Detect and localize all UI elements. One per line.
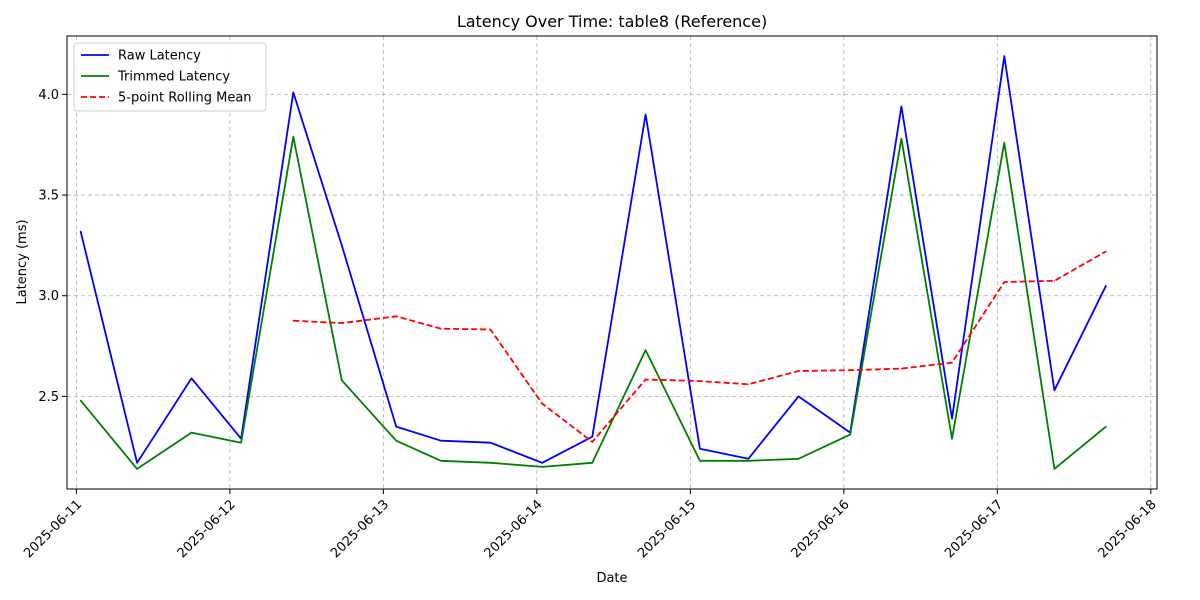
series-2-group [292,250,1107,443]
series-1-group [79,135,1107,470]
x-axis-label: Date [596,571,627,586]
y-axis-label: Latency (ms) [15,219,30,304]
x-tick-label: 2025-06-17 [942,497,1006,561]
grid-lines [67,36,1157,489]
y-tick-label: 2.5 [38,390,59,405]
y-axis-ticks: 2.5 3.0 3.5 4.0 [38,88,67,405]
y-tick-label: 4.0 [38,88,59,103]
x-tick-label: 2025-06-14 [482,497,546,561]
y-tick-label: 3.5 [38,189,59,204]
legend-label: Trimmed Latency [117,70,230,85]
data-point [747,383,750,385]
series-line [79,135,1107,470]
x-tick-label: 2025-06-16 [789,497,853,561]
x-tick-label: 2025-06-18 [1096,497,1160,561]
series-0-group [79,55,1107,464]
y-tick-label: 3.0 [38,289,59,304]
series-line [79,55,1107,464]
x-axis-ticks: 2025-06-11 2025-06-12 2025-06-13 2025-06-14… [21,489,1160,561]
series-lines [79,55,1107,470]
x-tick-label: 2025-06-15 [635,497,699,561]
x-tick-label: 2025-06-12 [175,497,239,561]
legend: Raw Latency Trimmed Latency 5-point Rollin… [73,42,267,112]
legend-box [73,42,267,112]
plot-area-frame [66,35,1158,490]
legend-label: Raw Latency [118,49,201,64]
data-point [1053,280,1055,282]
legend-label: 5-point Rolling Mean [118,91,252,106]
x-tick-label: 2025-06-13 [328,497,392,561]
data-point [900,368,902,370]
series-line [293,250,1107,443]
x-tick-label: 2025-06-11 [21,497,85,561]
chart-title: Latency Over Time: table8 (Reference) [457,12,767,31]
